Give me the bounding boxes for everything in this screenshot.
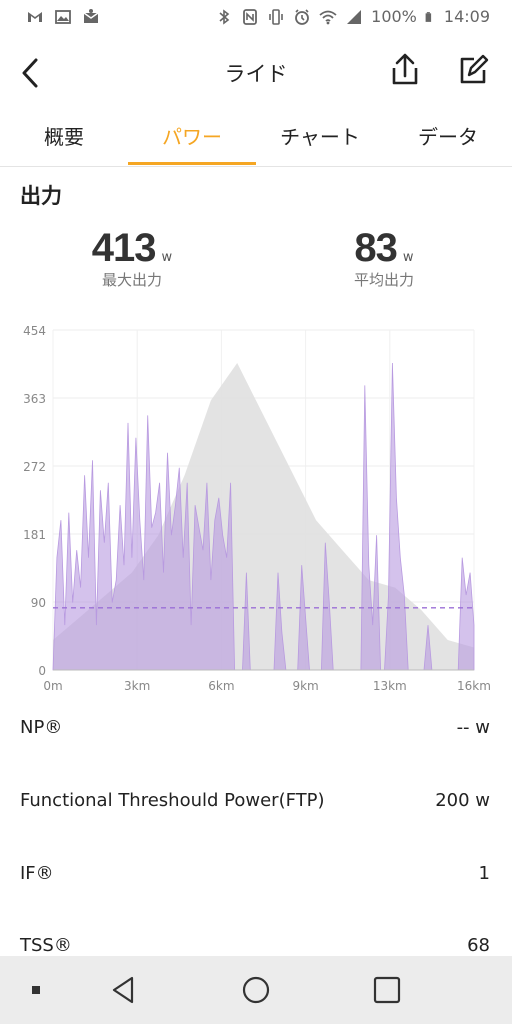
nfc-icon	[243, 8, 258, 25]
max-power-label: 最大出力	[101, 271, 162, 289]
max-power-stat: 413 w 最大出力	[82, 226, 182, 290]
battery-icon	[425, 11, 432, 22]
system-nav-bar	[0, 956, 512, 1024]
x-tick-label: 6km	[208, 679, 234, 693]
tab-chart[interactable]: チャート	[280, 125, 360, 149]
y-tick-label: 90	[31, 596, 46, 610]
edit-icon	[460, 54, 489, 84]
back-button[interactable]	[14, 52, 50, 92]
metric-value: 200 w	[435, 790, 490, 811]
x-tick-label: 16km	[457, 679, 491, 693]
avg-power-value: 83	[354, 226, 397, 270]
metric-label: IF®	[20, 863, 54, 884]
recents-square-icon	[373, 976, 401, 1004]
power-chart: 454 363 272 181 90 00m 3km 6km 9km 13km 16km	[23, 324, 491, 693]
tab-power[interactable]: パワー	[162, 125, 222, 149]
metric-value: -- w	[456, 717, 490, 738]
x-tick-label: 9km	[292, 679, 318, 693]
share-button[interactable]	[386, 50, 424, 90]
metric-label: TSS®	[20, 935, 72, 956]
home-circle-icon	[242, 976, 270, 1004]
avg-power-stat: 83 w 平均出力	[334, 226, 434, 290]
square-dot-icon	[32, 986, 40, 994]
avg-power-label: 平均出力	[353, 271, 414, 289]
max-power-unit: w	[161, 250, 173, 265]
image-icon	[55, 10, 71, 24]
x-tick-label: 0m	[43, 679, 62, 693]
metric-label: Functional Threshould Power(FTP)	[20, 790, 325, 811]
y-tick-label: 181	[23, 528, 46, 542]
y-tick-label: 454	[23, 324, 46, 338]
nav-home-button[interactable]	[236, 972, 276, 1008]
y-tick-label: 363	[23, 392, 46, 406]
status-bar: 100% 14:09	[0, 0, 512, 36]
metric-tss: TSS® 68	[20, 935, 490, 965]
metric-np: NP® -- w	[20, 717, 490, 747]
share-icon	[392, 53, 418, 85]
x-tick-label: 3km	[124, 679, 150, 693]
y-tick-label: 272	[23, 460, 46, 474]
power-area	[52, 362, 475, 671]
bluetooth-icon	[219, 8, 230, 25]
page-title: ライド	[224, 62, 288, 86]
chevron-left-icon	[22, 58, 38, 88]
back-triangle-icon	[112, 976, 134, 1004]
metric-value: 68	[467, 935, 490, 956]
nav-menu-button[interactable]	[18, 972, 58, 1008]
metric-if: IF® 1	[20, 863, 490, 893]
tab-bar: 概要 パワー チャート データ	[0, 108, 512, 167]
app-bar: ライド	[0, 36, 512, 108]
battery-percent: 100%	[371, 7, 417, 26]
vibrate-icon	[269, 8, 283, 25]
edit-button[interactable]	[454, 50, 492, 90]
mail-icon	[83, 9, 99, 23]
wifi-icon	[319, 10, 337, 24]
avg-power-unit: w	[402, 250, 414, 265]
metric-ftp: Functional Threshould Power(FTP) 200 w	[20, 790, 490, 820]
tab-data[interactable]: データ	[418, 125, 478, 149]
x-tick-label: 13km	[373, 679, 407, 693]
metric-label: NP®	[20, 717, 63, 738]
metric-value: 1	[478, 863, 490, 884]
nav-back-button[interactable]	[104, 972, 144, 1008]
alarm-icon	[295, 8, 310, 25]
signal-icon	[347, 9, 362, 24]
clock: 14:09	[443, 7, 490, 26]
nav-recents-button[interactable]	[366, 972, 406, 1008]
max-power-value: 413	[91, 226, 157, 270]
active-tab-indicator	[128, 162, 256, 165]
section-title: 出力	[20, 184, 62, 208]
tab-overview[interactable]: 概要	[44, 125, 84, 149]
gmail-icon	[28, 12, 42, 22]
y-tick-label: 0	[38, 664, 46, 678]
